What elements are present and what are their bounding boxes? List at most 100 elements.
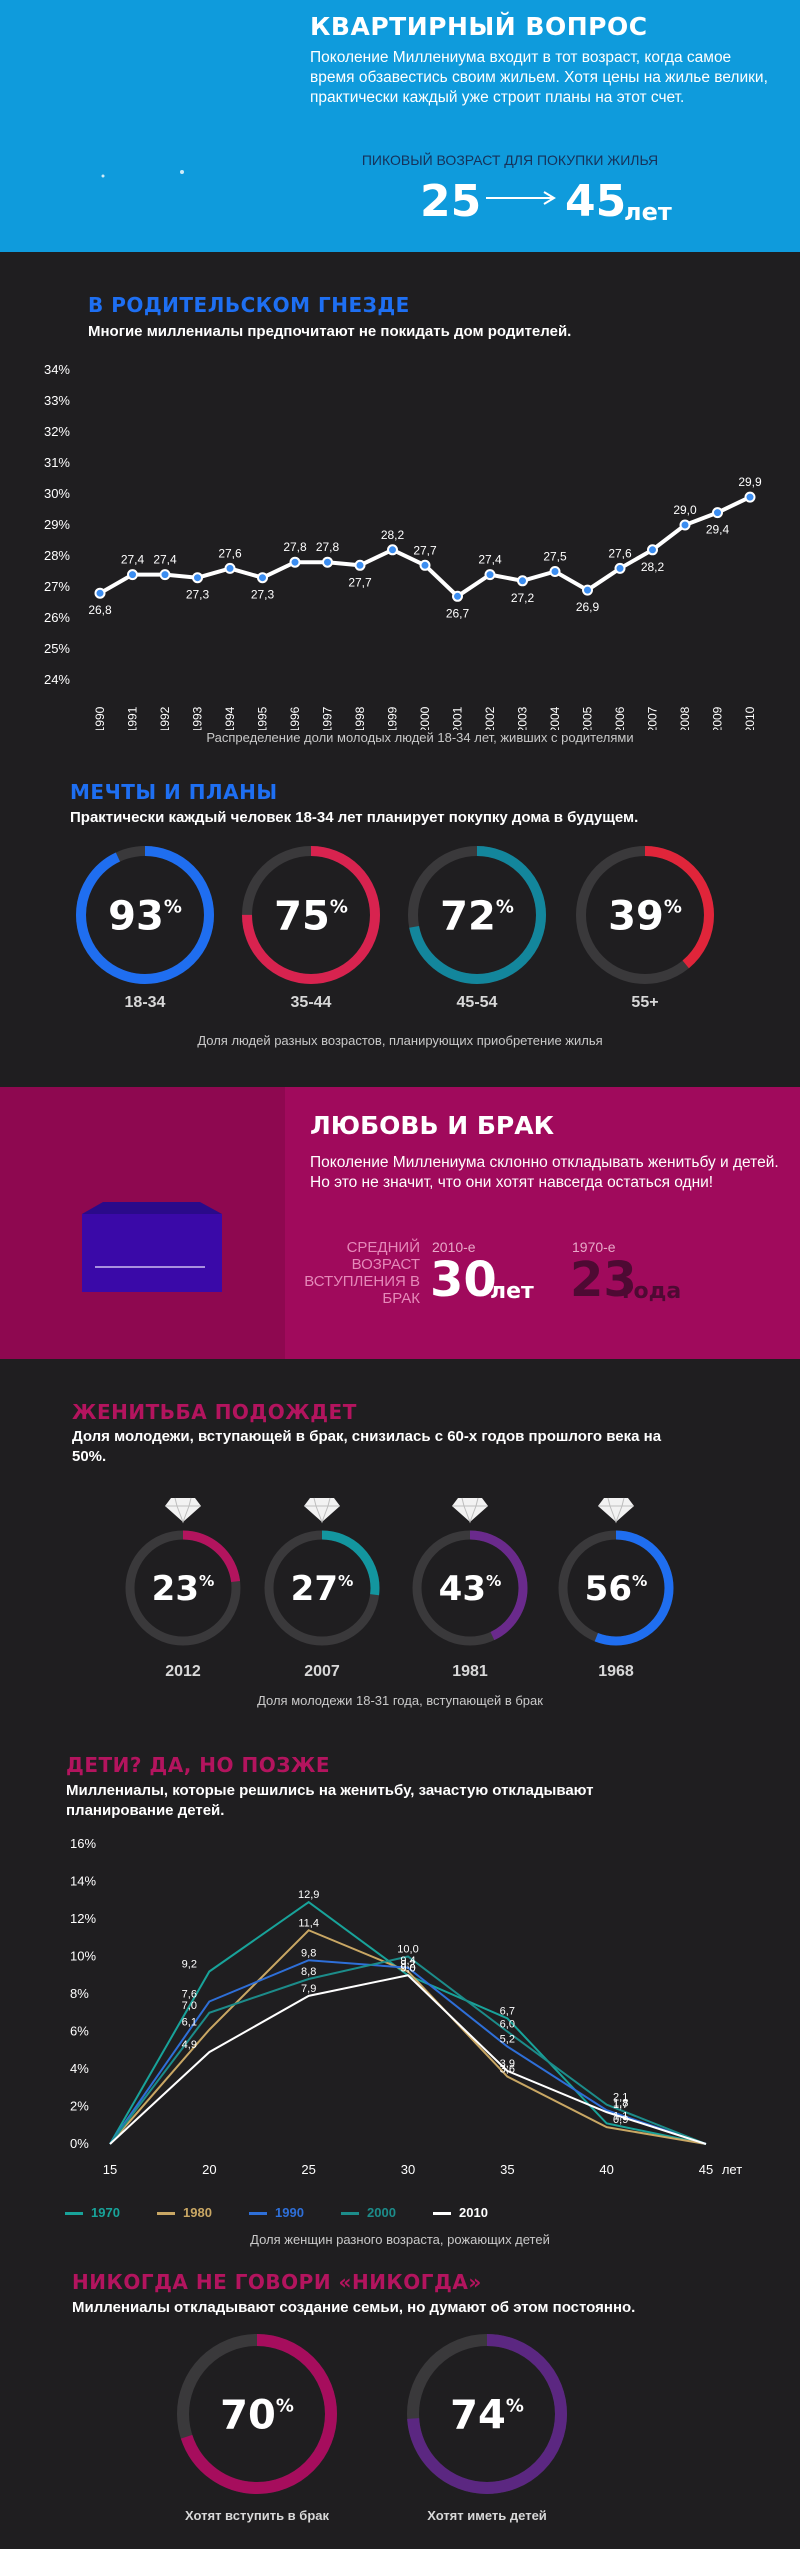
data-point [224,562,236,574]
series-line-2000 [109,1955,707,2145]
never-ring-0: 70% [177,2334,337,2494]
data-point [387,544,398,556]
kids-line-chart: 0% 2% 4% 6% 8% 10% 12% 14% 16% 15 20 25 30 35 40 45 лет 9… [70,1836,742,2177]
y-tick-label: 31% [44,455,70,470]
marriage-ring-1968: 56% [558,1530,674,1646]
never-subtitle: Миллениалы откладывают создание семьи, н… [72,2299,636,2316]
x-tick-label: 2000 [418,706,432,730]
ring-fill [125,1530,241,1646]
x-tick-label: 2005 [581,706,595,730]
data-point [614,562,626,574]
ring-fill [558,1530,674,1646]
data-label: 27,2 [511,591,535,605]
hero-section: КВАРТИРНЫЙ ВОПРОС Поколение Миллениума в… [0,0,800,252]
data-label: 4,9 [182,2039,197,2051]
x-tick-label: 1992 [158,706,172,730]
data-label: 9,0 [400,1962,415,1974]
data-label: 9,2 [400,1959,415,1971]
x-tick-label: 2006 [613,706,627,730]
data-label: 29,4 [706,523,730,537]
ring-fill [177,2334,337,2494]
y-tick-label: 2% [70,2099,89,2114]
ring-percent: 72% [440,893,514,939]
dreams-ring-label: 45-54 [456,994,498,1011]
data-point [452,590,463,602]
data-label: 28,2 [641,560,665,574]
data-label: 1,1 [613,2110,628,2122]
data-point [354,559,366,571]
never-title: НИКОГДА НЕ ГОВОРИ «НИКОГДА» [72,2270,482,2294]
ring-percent: 75% [274,893,348,939]
ring-fill [407,2334,567,2494]
y-tick-label: 24% [44,672,70,687]
x-axis-unit: лет [722,2162,742,2177]
x-tick-label: 1993 [191,706,205,730]
data-label: 29,0 [673,503,697,517]
data-point [127,569,138,581]
x-tick-label: 2007 [646,706,660,730]
dreams-title: МЕЧТЫ И ПЛАНЫ [70,780,278,804]
nest-line-chart: 24% 25% 26% 27% 28% 29% 30% 31% 32% 33% 34% 1990 199… [44,362,762,730]
x-tick-label: 30 [401,2162,415,2177]
ring-percent: 43% [439,1569,502,1609]
y-tick-label: 29% [44,517,70,532]
marriage-title: ЖЕНИТЬБА ПОДОЖДЕТ [72,1400,357,1424]
data-label: 1,8 [613,2097,628,2109]
marriage-subtitle: Доля молодежи, вступающей в брак, снизил… [72,1428,662,1465]
marriage-ring-label: 2007 [304,1663,340,1680]
x-tick-label: 2004 [548,706,562,730]
ring-fill [412,1530,528,1646]
ring-percent: 27% [291,1569,354,1609]
data-label: 27,4 [153,553,177,567]
data-label: 7,6 [182,1989,197,2001]
marriage-ring-label: 1981 [452,1663,488,1680]
kids-caption: Доля женщин разного возраста, рожающих д… [250,2232,550,2247]
kids-subtitle: Миллениалы, которые решились на женитьбу… [66,1782,594,1819]
hero-image-area [0,0,300,252]
city-illustration [101,170,184,178]
diamond-icon [452,1497,488,1524]
data-point [94,587,106,599]
data-label: 10,0 [397,1944,418,1956]
diamond-icon [304,1497,340,1524]
ring-percent: 23% [152,1569,215,1609]
data-label: 3,9 [500,2058,515,2070]
x-tick-label: 2002 [483,706,497,730]
x-tick-label: 1994 [223,706,237,730]
y-tick-label: 26% [44,610,70,625]
dreams-ring-35-44: 75% [242,846,380,984]
legend-item-1970: 1970 [65,2205,120,2220]
y-tick-label: 28% [44,548,70,563]
ring-percent: 93% [108,893,182,939]
y-tick-label: 16% [70,1836,96,1851]
era-2010s: 2010-е [432,1239,476,1255]
data-label: 3,6 [500,2064,515,2076]
y-tick-label: 14% [70,1874,96,1889]
ring-fill [576,846,714,984]
ring-percent: 70% [220,2392,294,2438]
y-tick-label: 25% [44,641,70,656]
peak-age-label: ПИКОВЫЙ ВОЗРАСТ ДЛЯ ПОКУПКИ ЖИЛЬЯ [361,152,659,168]
data-label: 1,7 [613,2099,628,2111]
data-label: 6,0 [500,2019,515,2031]
series-line-1990 [109,1959,707,2145]
data-label: 28,2 [381,528,405,542]
x-tick-label: 1998 [353,706,367,730]
data-point [419,559,431,571]
data-label: 27,6 [218,546,242,560]
y-tick-label: 33% [44,393,70,408]
dreams-ring-label: 55+ [631,994,659,1011]
data-label: 26,9 [576,600,600,614]
x-tick-label: 1990 [93,706,107,730]
data-point [289,556,301,568]
data-point [744,491,756,503]
data-point [679,519,691,531]
data-label: 0,9 [613,2114,628,2126]
x-tick-label: 2009 [711,706,725,730]
legend-label-1980: 1980 [183,2205,212,2220]
ring-fill [408,846,546,984]
y-tick-label: 8% [70,1986,89,2001]
legend-label-1970: 1970 [91,2205,120,2220]
x-tick-label: 1997 [321,706,335,730]
y-tick-label: 32% [44,424,70,439]
